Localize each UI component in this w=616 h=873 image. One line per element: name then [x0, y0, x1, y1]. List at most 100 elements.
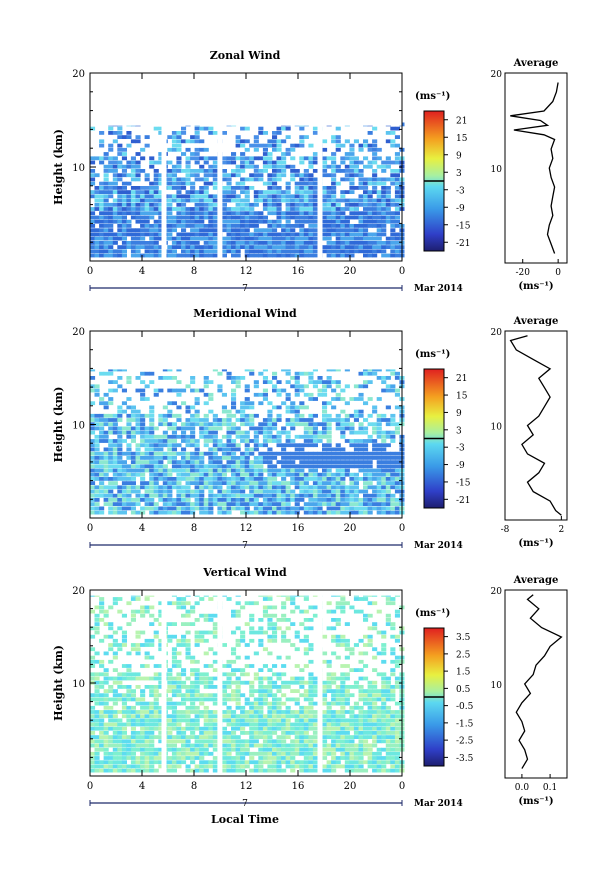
- heatmap-cell: [99, 241, 105, 245]
- heatmap-cell: [326, 224, 332, 228]
- heatmap-cell: [144, 198, 150, 203]
- x-tick-label: 8: [191, 523, 197, 534]
- heatmap-cell: [303, 485, 309, 490]
- heatmap-cell: [221, 443, 227, 448]
- heatmap-cell: [130, 743, 136, 748]
- heatmap-cell: [290, 751, 296, 756]
- heatmap-cell: [208, 726, 214, 731]
- heatmap-cell: [253, 156, 259, 161]
- heatmap-cell: [326, 194, 332, 199]
- heatmap-cell: [208, 510, 214, 515]
- heatmap-cell: [358, 186, 364, 190]
- heatmap-cell: [290, 489, 296, 494]
- heatmap-cell: [158, 726, 164, 731]
- heatmap-cell: [312, 439, 318, 443]
- heatmap-cell: [99, 659, 105, 664]
- heatmap-cell: [108, 659, 114, 664]
- heatmap-cell: [108, 190, 114, 194]
- heatmap-cell: [294, 207, 300, 211]
- heatmap-cell: [194, 245, 200, 249]
- heatmap-cell: [190, 701, 196, 706]
- heatmap-cell: [331, 768, 337, 773]
- heatmap-cell: [372, 447, 378, 452]
- heatmap-cell: [249, 215, 255, 220]
- heatmap-cell: [135, 485, 141, 490]
- heatmap-cell: [167, 215, 173, 220]
- heatmap-cell: [358, 439, 364, 443]
- y-axis-label: Height (km): [52, 387, 65, 463]
- heatmap-cell: [381, 164, 387, 169]
- heatmap-cell: [235, 638, 241, 643]
- heatmap-cell: [199, 710, 205, 714]
- heatmap-cell: [221, 418, 227, 422]
- heatmap-cell: [226, 672, 232, 677]
- heatmap-cell: [208, 211, 214, 216]
- heatmap-cell: [353, 384, 359, 389]
- heatmap-cell: [190, 747, 196, 752]
- heatmap-cell: [381, 493, 387, 498]
- heatmap-cell: [171, 388, 177, 393]
- heatmap-cell: [317, 456, 323, 460]
- heatmap-cell: [322, 418, 328, 422]
- colorbar-unit: (ms⁻¹): [415, 91, 450, 102]
- heatmap-cell: [390, 506, 396, 511]
- heatmap-cell: [358, 392, 364, 397]
- heatmap-cell: [331, 202, 337, 207]
- heatmap-cell: [326, 743, 332, 748]
- heatmap-cell: [199, 506, 205, 511]
- heatmap-cell: [185, 194, 191, 199]
- heatmap-cell: [394, 726, 400, 731]
- heatmap-cell: [126, 190, 132, 194]
- heatmap-cell: [372, 207, 378, 211]
- heatmap-cell: [190, 245, 196, 249]
- heatmap-cell: [130, 232, 136, 237]
- heatmap-cell: [130, 464, 136, 469]
- heatmap-cell: [240, 219, 246, 224]
- heatmap-cell: [326, 481, 332, 485]
- heatmap-cell: [385, 207, 391, 211]
- heatmap-cell: [135, 498, 141, 502]
- heatmap-cell: [262, 207, 268, 211]
- heatmap-cell: [349, 472, 355, 477]
- heatmap-cell: [385, 367, 391, 372]
- heatmap-cell: [144, 253, 150, 258]
- empty-region: [90, 332, 402, 370]
- heatmap-cell: [144, 249, 150, 254]
- heatmap-cell: [394, 743, 400, 748]
- heatmap-cell: [344, 228, 350, 233]
- heatmap-cell: [121, 760, 127, 765]
- heatmap-cell: [231, 743, 237, 748]
- heatmap-cell: [94, 689, 100, 693]
- heatmap-cell: [158, 672, 164, 677]
- heatmap-cell: [312, 510, 318, 515]
- heatmap-cell: [135, 718, 141, 723]
- heatmap-cell: [253, 502, 259, 506]
- heatmap-cell: [267, 380, 273, 384]
- heatmap-cell: [235, 756, 241, 760]
- heatmap-cell: [353, 139, 359, 144]
- heatmap-cell: [203, 710, 209, 714]
- heatmap-cell: [190, 756, 196, 760]
- heatmap-cell: [208, 456, 214, 460]
- heatmap-cell: [385, 756, 391, 760]
- heatmap-cell: [90, 714, 96, 719]
- heatmap-cell: [335, 232, 341, 237]
- heatmap-cell: [262, 485, 268, 490]
- heatmap-cell: [385, 164, 391, 169]
- heatmap-cell: [267, 160, 273, 165]
- heatmap-cell: [385, 468, 391, 473]
- heatmap-cell: [144, 173, 150, 178]
- heatmap-cell: [267, 743, 273, 748]
- heatmap-cell: [390, 173, 396, 178]
- heatmap-cell: [299, 215, 305, 220]
- heatmap-cell: [194, 418, 200, 422]
- heatmap-cell: [126, 380, 132, 384]
- heatmap-cell: [367, 147, 373, 152]
- heatmap-cell: [158, 472, 164, 477]
- heatmap-cell: [235, 376, 241, 380]
- heatmap-cell: [290, 215, 296, 220]
- heatmap-cell: [331, 160, 337, 165]
- heatmap-cell: [149, 685, 155, 689]
- heatmap-cell: [281, 224, 287, 228]
- heatmap-cell: [117, 194, 123, 199]
